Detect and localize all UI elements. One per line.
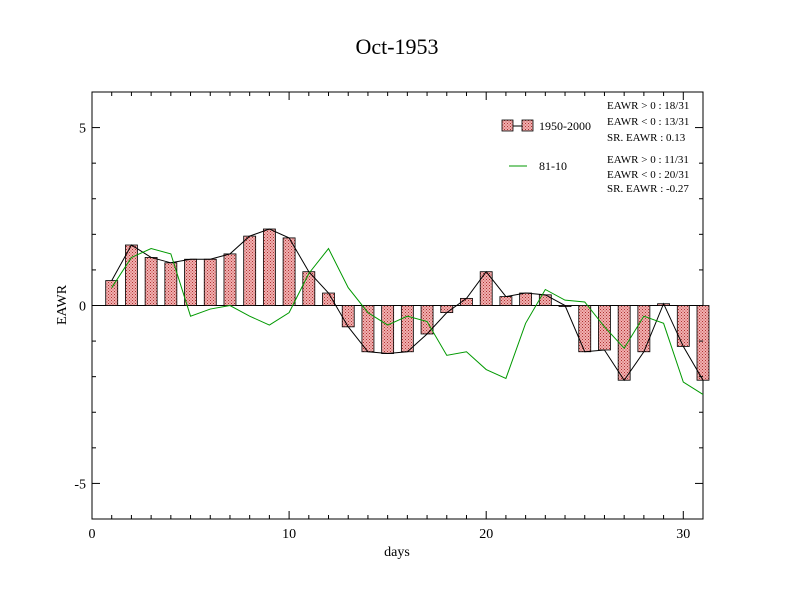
bar-day-25 [578, 305, 592, 353]
bar-day-31 [696, 305, 710, 381]
chart-title: Oct-1953 [355, 34, 438, 59]
stat-8110-sr: SR. EAWR : -0.27 [607, 183, 689, 195]
bar-day-7 [223, 253, 237, 306]
legend-label-1950-2000: 1950-2000 [539, 119, 591, 133]
bar-day-22 [519, 292, 533, 306]
stat-1950-sr: SR. EAWR : 0.13 [607, 132, 686, 144]
legend-label-81-10: 81-10 [539, 159, 567, 173]
bar-day-28 [637, 305, 651, 353]
x-axis: 0 10 20 30 [89, 92, 704, 542]
bar-series [105, 228, 710, 381]
bar-day-2 [125, 244, 138, 306]
bar-day-3 [144, 257, 158, 306]
y-tick-label: 0 [79, 300, 86, 315]
bar-day-8 [243, 235, 257, 306]
bar-day-4 [164, 262, 178, 306]
bar-day-9 [262, 228, 276, 306]
y-axis-label: EAWR [55, 284, 70, 325]
bar-day-16 [400, 305, 414, 353]
stat-8110-pos: EAWR > 0 : 11/31 [607, 154, 689, 166]
bar-day-1 [105, 280, 119, 306]
stat-1950-neg: EAWR < 0 : 13/31 [607, 116, 689, 128]
y-axis: -5 0 5 [74, 91, 703, 520]
x-tick-label: 20 [479, 527, 493, 542]
bar-day-10 [282, 237, 296, 306]
stat-8110-neg: EAWR < 0 : 20/31 [607, 169, 689, 181]
legend: 1950-2000 81-10 [501, 119, 591, 173]
bar-day-26 [598, 305, 611, 351]
x-tick-label: 30 [676, 527, 690, 542]
bar-day-6 [203, 258, 217, 306]
y-tick-label: 5 [79, 122, 86, 137]
stat-1950-pos: EAWR > 0 : 18/31 [607, 100, 689, 112]
bar-series-outline-line [111, 228, 704, 382]
legend-bar-swatch-right [521, 119, 534, 132]
bar-day-13 [341, 305, 355, 328]
x-tick-label: 10 [282, 527, 296, 542]
x-axis-label: days [384, 545, 410, 560]
bar-day-5 [184, 258, 197, 306]
bar-day-30 [676, 305, 690, 347]
stats-annotation: EAWR > 0 : 18/31 EAWR < 0 : 13/31 SR. EA… [607, 100, 689, 195]
x-tick-label: 0 [89, 527, 96, 542]
bar-day-27 [617, 305, 631, 381]
bar-day-21 [499, 296, 513, 306]
legend-bar-swatch-left [501, 119, 514, 132]
line-series-81-10 [111, 247, 704, 395]
bar-day-15 [381, 305, 395, 354]
y-tick-label: -5 [74, 477, 86, 492]
